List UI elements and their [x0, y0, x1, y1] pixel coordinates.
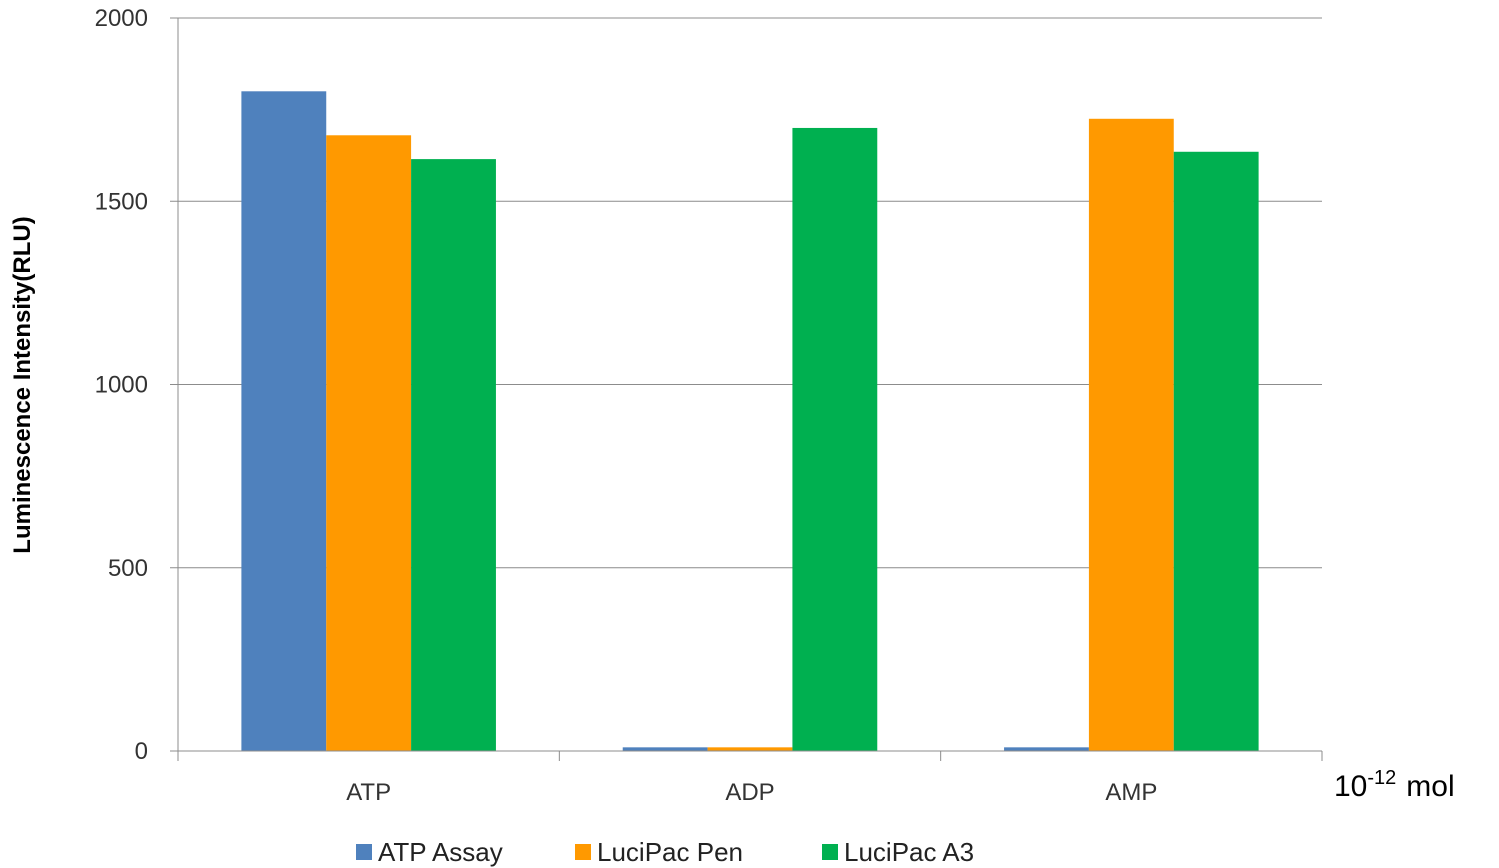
x-tick-label: AMP: [1105, 779, 1157, 806]
x-tick-label: ATP: [346, 779, 391, 806]
bar-adp-lucipac-a3: [792, 127, 878, 751]
y-tick-label: 1000: [95, 372, 148, 399]
bar-adp-lucipac-pen: [707, 747, 793, 751]
y-axis-title: Luminescence Intensity(RLU): [9, 216, 36, 553]
y-tick-label: 2000: [95, 5, 148, 32]
legend-swatch-lucipac-pen: [575, 844, 591, 860]
x-unit-base: 10: [1334, 770, 1367, 803]
legend-swatch-atp-assay: [356, 844, 372, 860]
axis-layer: 0 500 1000 1500 2000 ATP ADP AMP: [95, 5, 1323, 806]
bar-atp-atp-assay: [241, 91, 327, 752]
x-unit-name: mol: [1406, 770, 1454, 803]
y-tick-label: 1500: [95, 188, 148, 215]
bar-amp-lucipac-pen: [1088, 118, 1174, 752]
legend-swatch-lucipac-a3: [822, 844, 838, 860]
y-tick-label: 0: [135, 738, 148, 765]
bar-layer: [241, 91, 1259, 752]
bar-amp-lucipac-a3: [1173, 151, 1259, 751]
legend: ATP Assay LuciPac Pen LuciPac A3: [356, 837, 974, 867]
bar-atp-lucipac-a3: [411, 159, 496, 752]
y-tick-label: 500: [108, 555, 148, 582]
legend-label: LuciPac Pen: [597, 837, 743, 867]
bar-amp-atp-assay: [1004, 747, 1089, 751]
legend-label: LuciPac A3: [844, 837, 974, 867]
bar-adp-atp-assay: [622, 747, 708, 751]
x-unit-label: 10-12 mol: [1334, 767, 1455, 803]
bar-atp-lucipac-pen: [326, 135, 412, 751]
x-tick-label: ADP: [725, 779, 774, 806]
x-unit-exponent: -12: [1367, 767, 1396, 789]
legend-label: ATP Assay: [378, 837, 503, 867]
